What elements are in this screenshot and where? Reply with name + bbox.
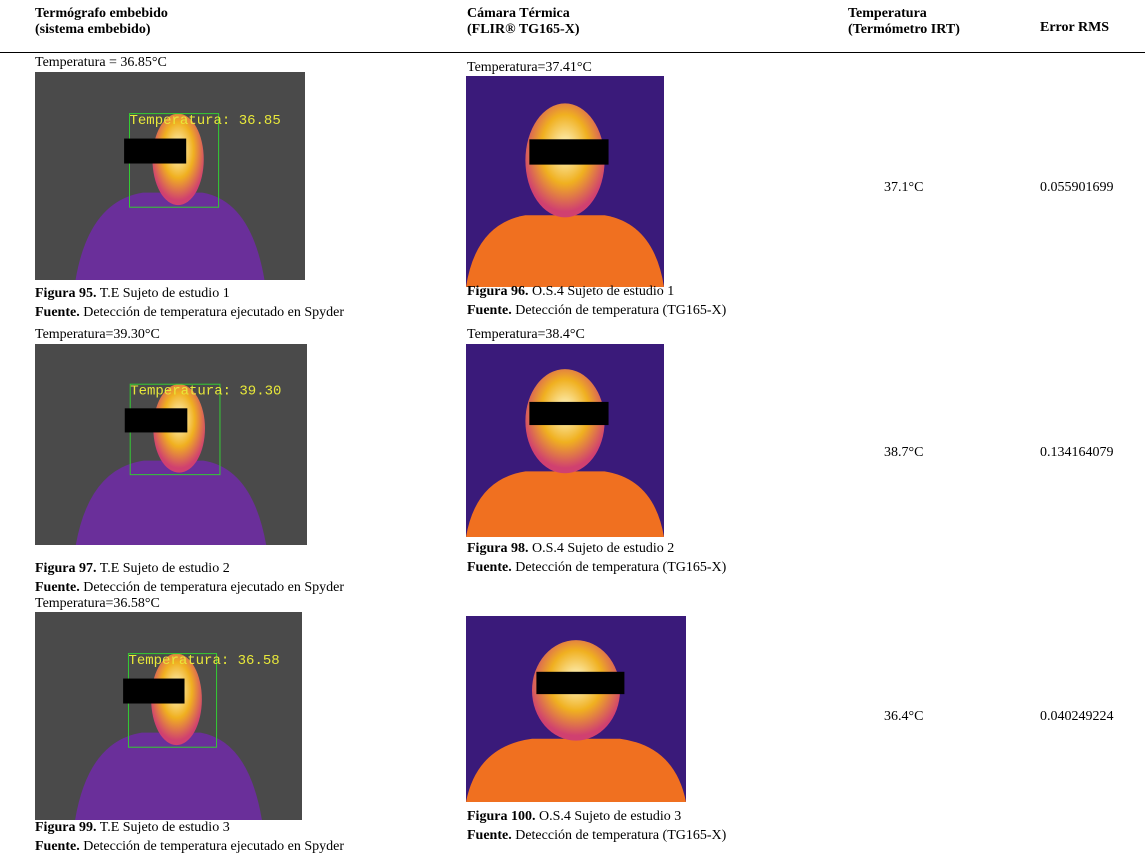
figure-text: O.S.4 Sujeto de estudio 3 (535, 809, 682, 824)
source: Fuente. Detección de temperatura (TG165-… (467, 560, 726, 576)
figure-text: T.E Sujeto de estudio 1 (96, 286, 230, 301)
redaction (536, 671, 625, 695)
redaction (529, 139, 609, 165)
source-label: Fuente. (467, 303, 512, 318)
figure-label: Figura 97. (35, 561, 97, 576)
source-label: Fuente. (35, 305, 80, 320)
irt-value: 37.1°C (884, 180, 924, 195)
source-label: Fuente. (35, 580, 80, 595)
temperature-label: Temperatura=37.41°C (467, 60, 592, 75)
figure-text: T.E Sujeto de estudio 2 (96, 561, 230, 576)
source-label: Fuente. (467, 828, 512, 843)
body (75, 192, 265, 280)
column-header: Termógrafo embebido (35, 6, 168, 21)
overlay-text: Temperatura: 36.85 (130, 113, 281, 129)
source: Fuente. Detección de temperatura (TG165-… (467, 303, 726, 319)
source: Fuente. Detección de temperatura ejecuta… (35, 305, 344, 321)
thermal-image (466, 616, 686, 802)
thermal-image (466, 344, 664, 537)
caption: Figura 95. T.E Sujeto de estudio 1 (35, 286, 230, 302)
figure-label: Figura 95. (35, 286, 97, 301)
source-text: Detección de temperatura ejecutado en Sp… (79, 839, 345, 854)
caption: Figura 98. O.S.4 Sujeto de estudio 2 (467, 541, 674, 557)
irt-value: 38.7°C (884, 445, 924, 460)
source-text: Detección de temperatura ejecutado en Sp… (79, 305, 345, 320)
source-text: Detección de temperatura (TG165-X) (511, 828, 727, 843)
column-header: (FLIR® TG165-X) (467, 22, 580, 37)
body (466, 215, 664, 287)
rms-value: 0.055901699 (1040, 180, 1114, 195)
redaction (124, 408, 188, 433)
source-label: Fuente. (35, 839, 80, 854)
column-header: (sistema embebido) (35, 22, 151, 37)
body (466, 471, 664, 537)
body (466, 738, 686, 802)
figure-label: Figura 99. (35, 820, 97, 835)
rms-value: 0.040249224 (1040, 709, 1114, 724)
overlay-text: Temperatura: 39.30 (130, 383, 281, 399)
source: Fuente. Detección de temperatura ejecuta… (35, 580, 344, 596)
overlay-text: Temperatura: 36.58 (128, 653, 279, 669)
column-header: Temperatura (848, 6, 927, 21)
column-header: (Termómetro IRT) (848, 22, 960, 37)
figure-label: Figura 100. (467, 809, 536, 824)
temperature-label: Temperatura = 36.85°C (35, 55, 167, 70)
source-text: Detección de temperatura (TG165-X) (511, 560, 727, 575)
caption: Figura 100. O.S.4 Sujeto de estudio 3 (467, 809, 681, 825)
redaction (123, 678, 185, 704)
source: Fuente. Detección de temperatura (TG165-… (467, 828, 726, 844)
source-label: Fuente. (467, 560, 512, 575)
figure-label: Figura 98. (467, 541, 529, 556)
temperature-label: Temperatura=39.30°C (35, 327, 160, 342)
figure-text: O.S.4 Sujeto de estudio 2 (528, 541, 675, 556)
body (75, 460, 267, 545)
temperature-label: Temperatura=38.4°C (467, 327, 585, 342)
column-header: Cámara Térmica (467, 6, 570, 21)
figure-label: Figura 96. (467, 284, 529, 299)
header-rule (0, 52, 1145, 53)
source: Fuente. Detección de temperatura ejecuta… (35, 839, 344, 855)
thermal-image (466, 76, 664, 287)
rms-value: 0.134164079 (1040, 445, 1114, 460)
redaction (529, 401, 609, 426)
thermal-image: Temperatura: 39.30 (35, 344, 307, 545)
irt-value: 36.4°C (884, 709, 924, 724)
figure-text: O.S.4 Sujeto de estudio 1 (528, 284, 675, 299)
caption: Figura 99. T.E Sujeto de estudio 3 (35, 820, 230, 836)
body (75, 732, 262, 820)
column-header: Error RMS (1040, 20, 1110, 35)
figure-text: T.E Sujeto de estudio 3 (96, 820, 230, 835)
thermal-image: Temperatura: 36.58 (35, 612, 302, 820)
redaction (124, 138, 187, 164)
caption: Figura 97. T.E Sujeto de estudio 2 (35, 561, 230, 577)
temperature-label: Temperatura=36.58°C (35, 596, 160, 611)
source-text: Detección de temperatura (TG165-X) (511, 303, 727, 318)
caption: Figura 96. O.S.4 Sujeto de estudio 1 (467, 284, 674, 300)
source-text: Detección de temperatura ejecutado en Sp… (79, 580, 345, 595)
thermal-image: Temperatura: 36.85 (35, 72, 305, 280)
